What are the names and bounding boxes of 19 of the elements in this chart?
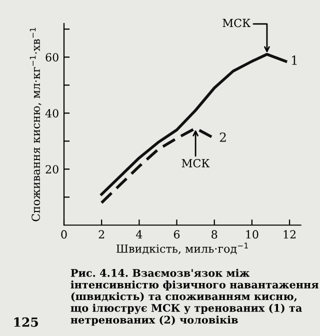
y-axis-title: Споживання кисню, мл·кг$^{−1}$·хв$^{−1}$ (30, 28, 42, 222)
text: Рис. 4.14. Взаємозв'язок між інтенсивністю фізичного навантаження (швидкість) та споживанням кисню, що ілюструє МСК у тренованих (1) та нетренованих (2) чоловіків (70, 268, 318, 326)
x-tick-label: 8 (212, 230, 218, 239)
series-label: 1 (292, 55, 297, 65)
x-tick-label: 6 (174, 230, 180, 239)
line-series (100, 52, 288, 196)
x-tick-label: 12 (284, 230, 296, 238)
y-tick-label: 60 (46, 53, 58, 62)
x-tick-label: 2 (98, 230, 104, 238)
text: 125 (14, 317, 38, 327)
annotation: МСК (182, 158, 210, 168)
x-tick-label: 0 (61, 230, 67, 239)
x-tick-label: 4 (136, 230, 142, 238)
series-label: 2 (220, 132, 226, 142)
y-tick-label: 40 (45, 109, 58, 118)
x-axis-title: Швидкість, миль·год$^{−1}$ (116, 242, 248, 254)
annotation: МСК (222, 18, 251, 28)
x-tick-label: 10 (246, 230, 258, 239)
y-tick-label: 20 (46, 165, 58, 174)
